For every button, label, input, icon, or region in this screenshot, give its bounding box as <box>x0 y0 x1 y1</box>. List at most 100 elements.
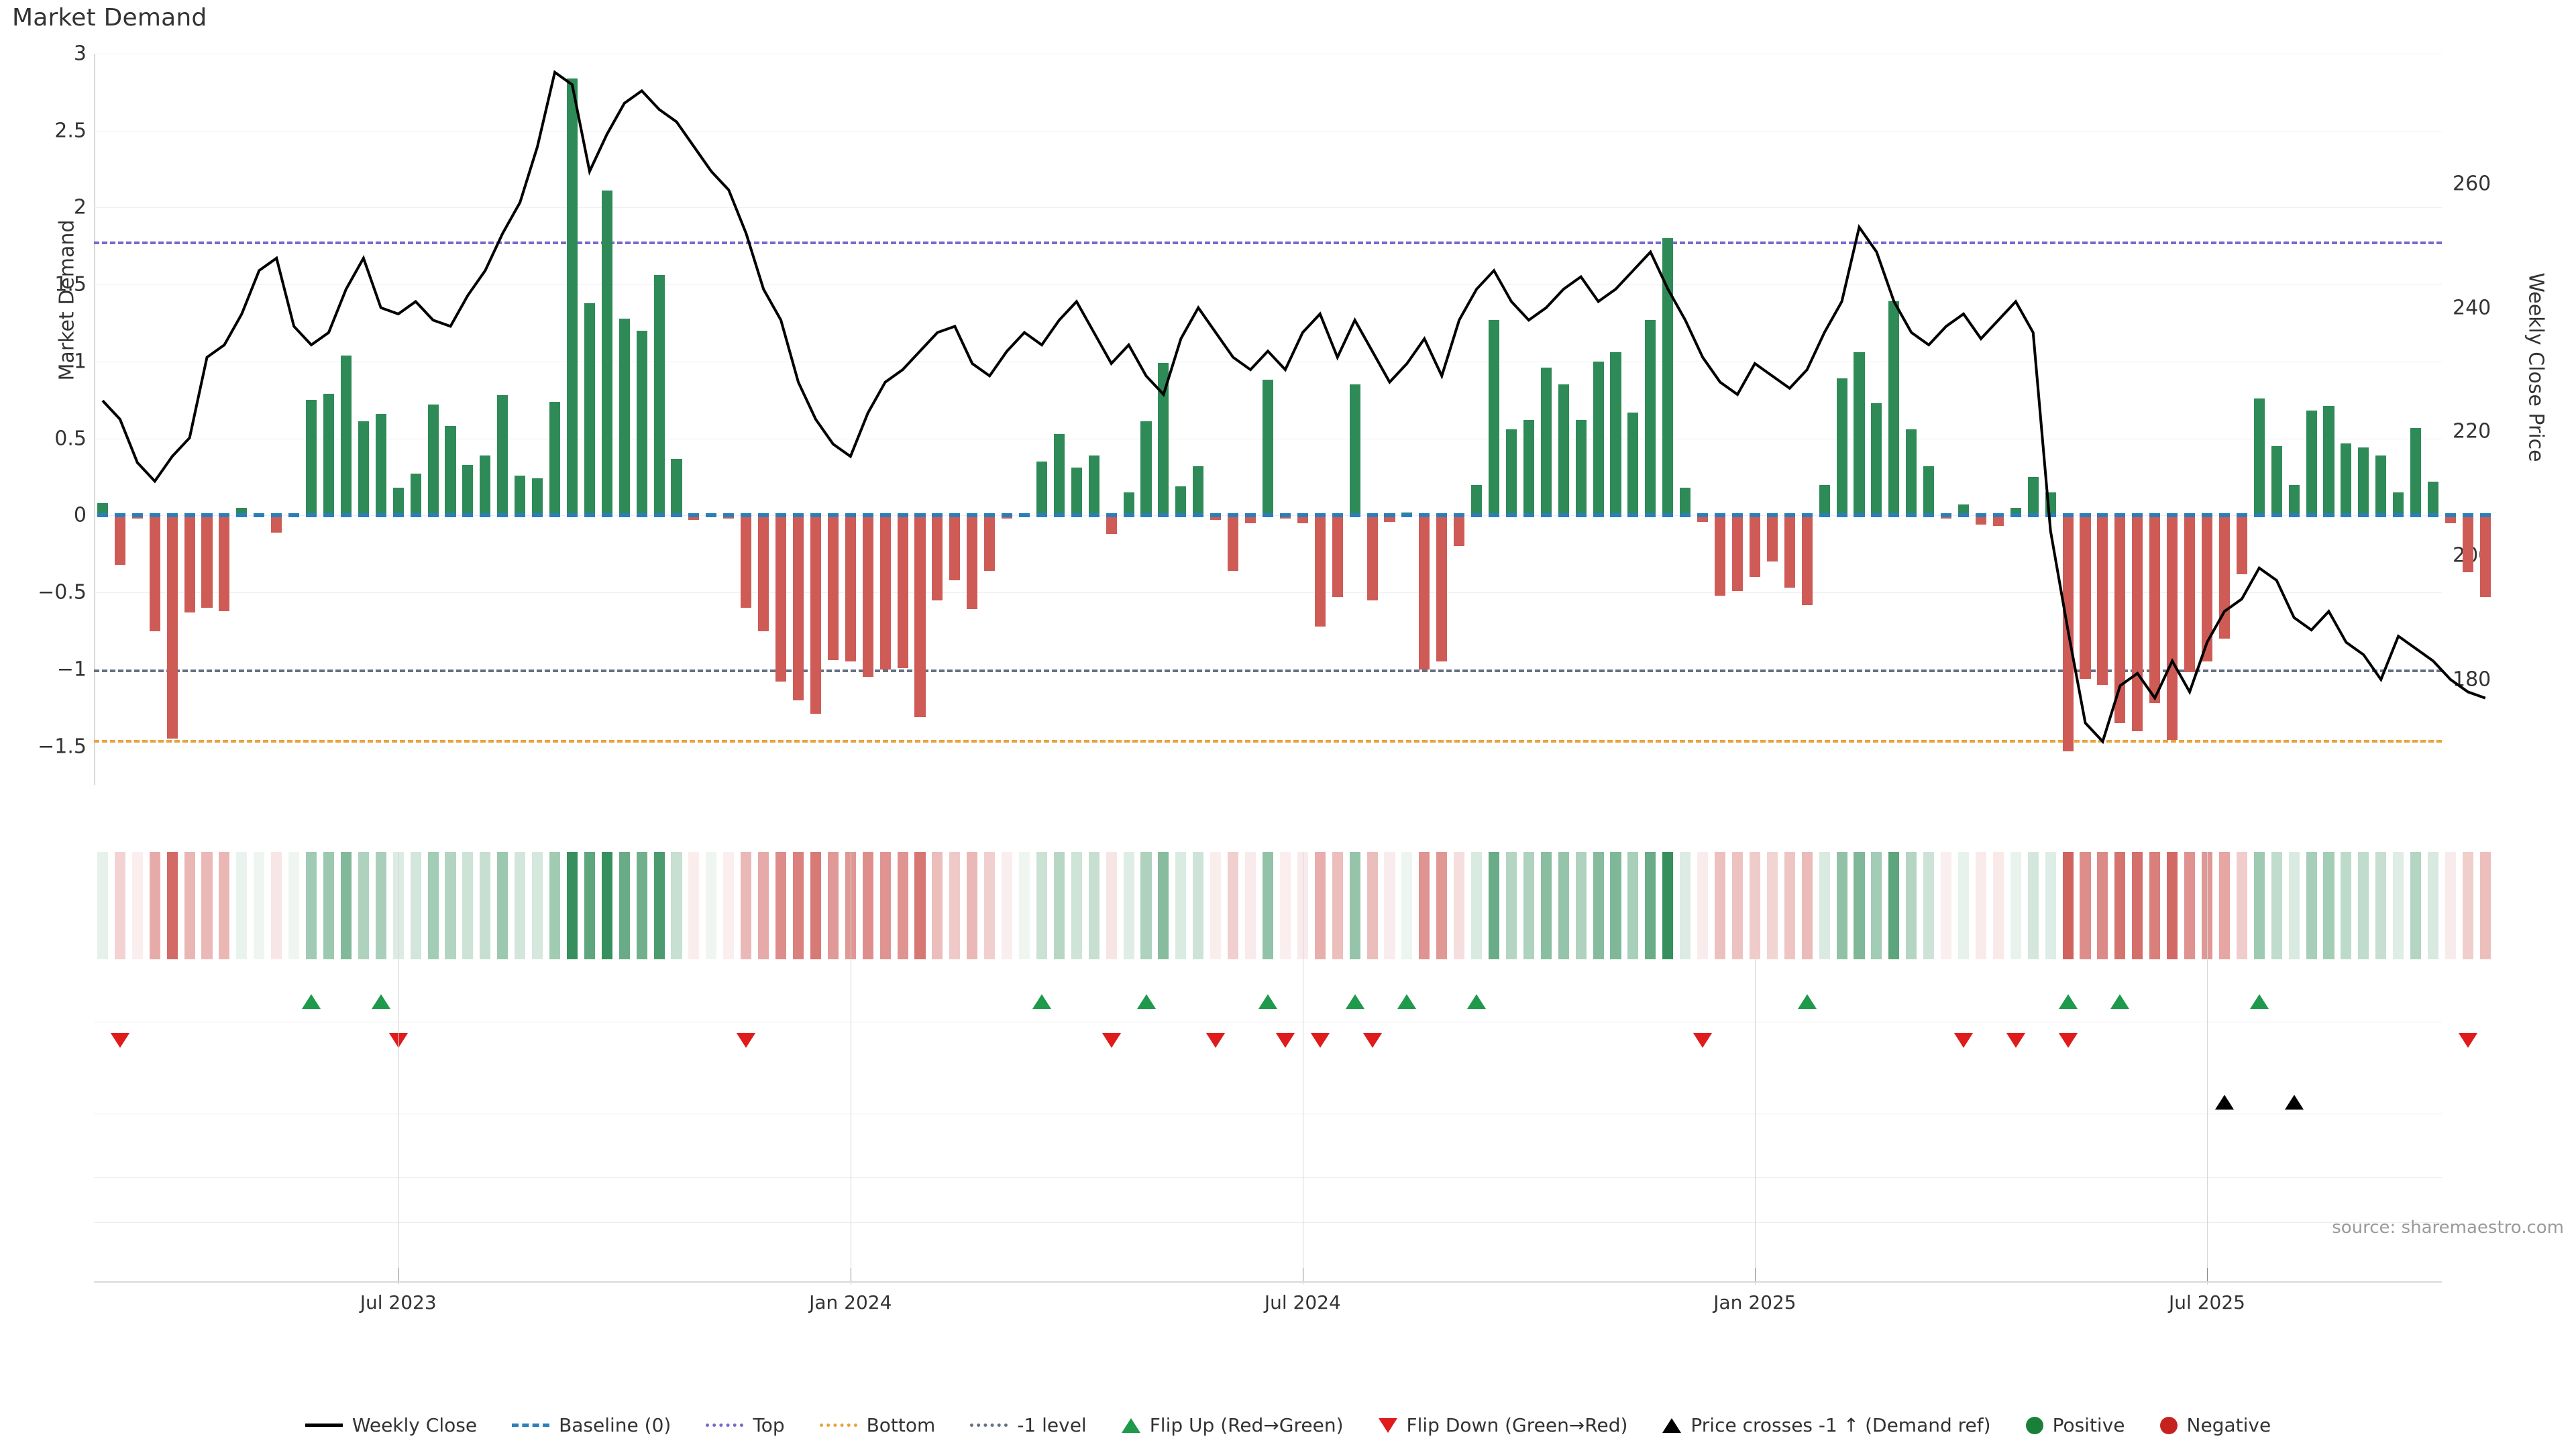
baseline-tick <box>1210 513 1222 518</box>
heatmap-cell <box>1279 852 1291 959</box>
legend-item[interactable]: Flip Up (Red→Green) <box>1121 1414 1344 1436</box>
baseline-tick <box>1819 513 1830 518</box>
baseline-tick <box>949 513 961 518</box>
y-tick-left: 0 <box>73 503 87 527</box>
baseline-tick <box>1766 513 1778 518</box>
demand-bar <box>949 515 961 580</box>
baseline-tick <box>706 513 717 518</box>
heatmap-cell <box>1662 852 1674 959</box>
demand-bar <box>1175 486 1187 516</box>
demand-bar <box>1766 515 1778 562</box>
legend-item[interactable]: Top <box>706 1414 785 1436</box>
legend-dot-red-icon <box>2159 1416 2178 1434</box>
baseline-tick <box>1575 513 1587 518</box>
demand-bar <box>219 515 230 611</box>
heatmap-cell <box>1106 852 1117 959</box>
heatmap-cell <box>1941 852 1952 959</box>
baseline-tick <box>1262 513 1274 518</box>
legend-item[interactable]: Negative <box>2159 1414 2271 1436</box>
demand-bar <box>827 515 839 661</box>
legend-item[interactable]: -1 level <box>970 1414 1087 1436</box>
heatmap-cell <box>1193 852 1204 959</box>
demand-bar <box>1088 455 1099 516</box>
x-tick-label: Jul 2023 <box>360 1291 437 1313</box>
baseline-tick <box>1784 513 1795 518</box>
heatmap-cell <box>914 852 926 959</box>
demand-bar <box>1505 429 1517 516</box>
demand-bar <box>601 191 612 516</box>
baseline-tick <box>1958 513 1970 518</box>
heatmap-cell <box>2080 852 2091 959</box>
baseline-tick <box>1593 513 1604 518</box>
heatmap-cell <box>1349 852 1360 959</box>
demand-bar <box>1366 515 1378 600</box>
demand-bar <box>236 507 248 516</box>
demand-bar <box>758 515 769 631</box>
heatmap-cell <box>1540 852 1552 959</box>
legend-item-label: Negative <box>2186 1414 2271 1436</box>
heatmap-cell <box>932 852 943 959</box>
heatmap-cell <box>288 852 300 959</box>
heatmap-cell <box>462 852 474 959</box>
baseline-tick <box>1036 513 1047 518</box>
demand-bar <box>1053 433 1065 516</box>
heatmap-cell <box>1036 852 1047 959</box>
y-tick-left: 1.5 <box>54 272 87 297</box>
price-cross-marker <box>2284 1095 2304 1110</box>
demand-bar <box>1906 429 1917 516</box>
legend-item[interactable]: Positive <box>2025 1414 2125 1436</box>
heatmap-cell <box>1680 852 1691 959</box>
baseline-tick <box>2393 513 2404 518</box>
legend-item[interactable]: Price crosses -1 ↑ (Demand ref) <box>1662 1414 1991 1436</box>
legend-item[interactable]: Bottom <box>819 1414 935 1436</box>
baseline-tick <box>775 513 787 518</box>
demand-bar <box>671 458 682 516</box>
heatmap-cell <box>2236 852 2247 959</box>
baseline-tick <box>845 513 856 518</box>
y-tick-right: 240 <box>2453 296 2491 320</box>
heatmap-cell <box>1071 852 1082 959</box>
baseline-tick <box>1140 513 1152 518</box>
chart-legend: Weekly Close Baseline (0) Top Bottom -1 leve… <box>0 1414 2576 1436</box>
demand-bar <box>1489 319 1500 516</box>
demand-bar <box>445 426 456 516</box>
legend-item[interactable]: Baseline (0) <box>512 1414 671 1436</box>
baseline-tick <box>723 513 735 518</box>
demand-bar <box>497 395 508 516</box>
baseline-tick <box>1401 513 1413 518</box>
price-cross-marker <box>2214 1095 2234 1110</box>
baseline-tick <box>1279 513 1291 518</box>
flip-down-marker <box>1102 1033 1121 1048</box>
legend-item-label: Positive <box>2052 1414 2125 1436</box>
baseline-tick <box>1505 513 1517 518</box>
legend-item[interactable]: Flip Down (Green→Red) <box>1378 1414 1627 1436</box>
demand-bar <box>340 355 352 516</box>
demand-bar <box>1523 420 1534 516</box>
demand-bar <box>184 515 195 612</box>
heatmap-cell <box>653 852 665 959</box>
baseline-tick <box>427 513 439 518</box>
heatmap-cell <box>427 852 439 959</box>
heatmap-cell <box>984 852 996 959</box>
baseline-tick <box>462 513 474 518</box>
x-tick-label: Jul 2025 <box>2169 1291 2245 1313</box>
baseline-tick <box>984 513 996 518</box>
y-tick-left: 1 <box>73 350 87 374</box>
demand-bar <box>1697 515 1709 522</box>
baseline-tick <box>2132 513 2143 518</box>
legend-item[interactable]: Weekly Close <box>305 1414 477 1436</box>
demand-bar <box>2080 515 2091 679</box>
heatmap-cell <box>1749 852 1760 959</box>
baseline-tick <box>201 513 213 518</box>
baseline-tick <box>1175 513 1187 518</box>
demand-bar <box>1262 380 1274 516</box>
heatmap-cell <box>358 852 369 959</box>
demand-bar <box>2253 398 2265 516</box>
demand-bar <box>2271 446 2282 516</box>
baseline-tick <box>1106 513 1117 518</box>
flip-up-marker <box>2110 994 2130 1009</box>
demand-bar <box>2236 515 2247 574</box>
demand-bar <box>1297 515 1308 523</box>
x-tick-mark <box>1754 1268 1756 1283</box>
heatmap-cell <box>410 852 421 959</box>
